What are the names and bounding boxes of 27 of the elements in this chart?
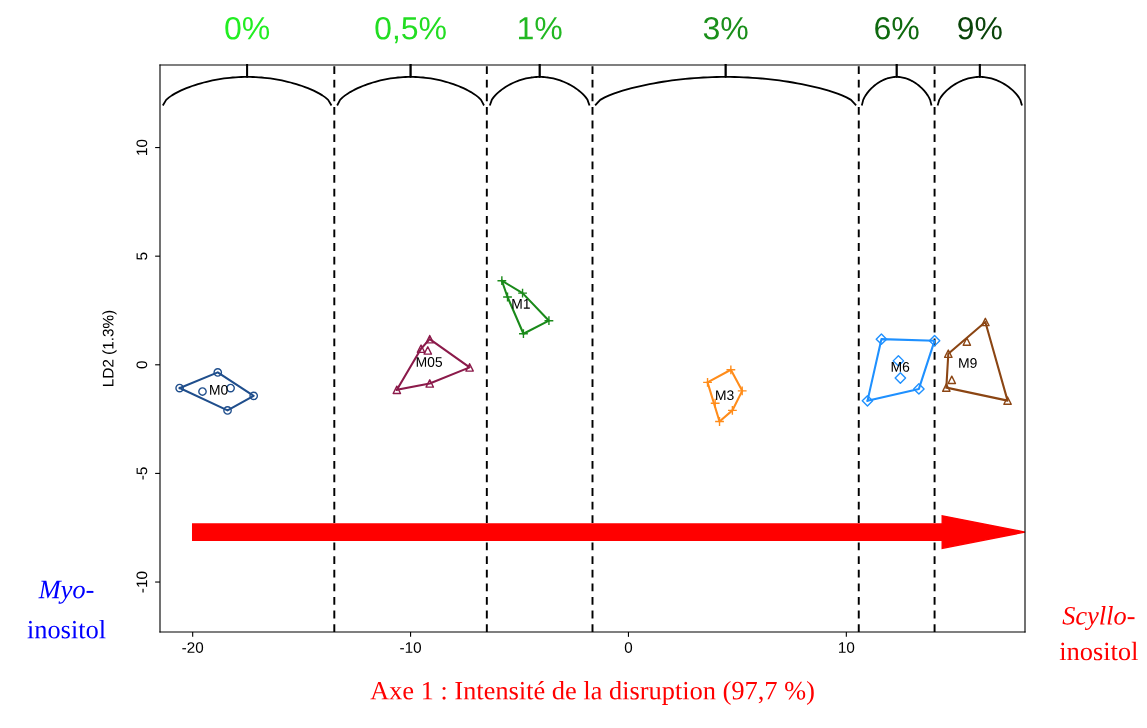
- y-tick-label: -10: [136, 571, 148, 593]
- y-axis-title: LD2 (1.3%): [102, 310, 117, 386]
- text: 0,5%: [375, 16, 446, 44]
- text: Scyllo-: [1062, 606, 1135, 631]
- x-tick-label: -10: [400, 642, 422, 653]
- text: inositol: [1059, 641, 1138, 661]
- text: 1%: [519, 17, 562, 40]
- text: Myo-: [38, 580, 94, 604]
- series-label: M9: [959, 358, 977, 368]
- y-tick-label: 0: [136, 361, 148, 369]
- series-label: M3: [716, 390, 734, 401]
- series-label: M05: [416, 357, 443, 367]
- series-label: M1: [512, 299, 530, 309]
- text: 9%: [958, 16, 1002, 40]
- x-tick-label: -20: [182, 642, 204, 653]
- text: 3%: [703, 16, 748, 40]
- text: 0%: [225, 16, 270, 40]
- y-tick-label: 5: [136, 252, 148, 260]
- text: 6%: [875, 16, 919, 40]
- x-tick-label: 0: [624, 642, 633, 653]
- y-tick-label: -5: [136, 467, 148, 480]
- series-label: M6: [891, 361, 910, 372]
- x-axis-title: Axe 1 : Intensité de la disruption (97,7 %): [370, 680, 814, 705]
- x-tick-label: 10: [839, 642, 855, 653]
- series-label: M0: [210, 384, 228, 395]
- text: inositol: [27, 619, 106, 639]
- y-tick-label: 10: [136, 139, 148, 155]
